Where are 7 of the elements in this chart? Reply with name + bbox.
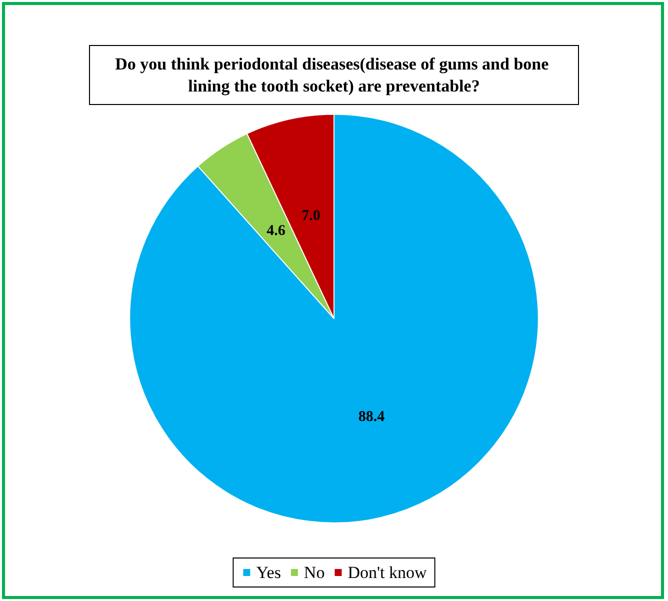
legend-label: No	[304, 563, 325, 582]
legend-label: Don't know	[348, 563, 428, 582]
legend-label: Yes	[256, 563, 281, 582]
data-label: 4.6	[266, 222, 286, 239]
chart-title: Do you think periodontal diseases(disease of gums and bone lining the tooth socket) are preventable?	[115, 54, 553, 96]
data-label: 7.0	[302, 208, 320, 224]
data-label: 88.4	[358, 408, 386, 425]
